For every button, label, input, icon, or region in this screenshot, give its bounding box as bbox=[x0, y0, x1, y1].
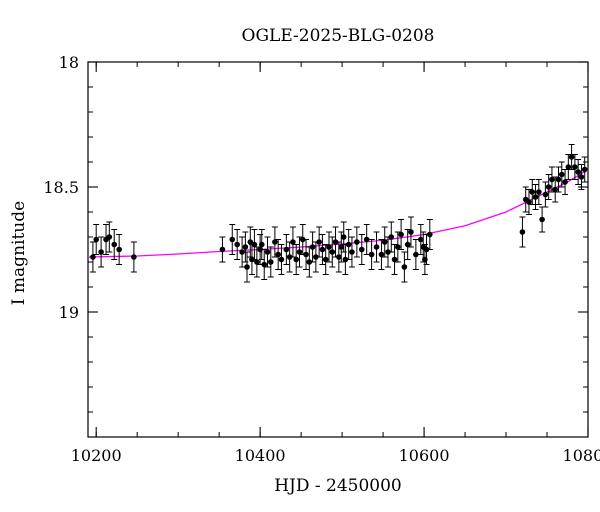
data-point bbox=[349, 249, 355, 255]
data-point bbox=[275, 251, 281, 258]
data-point bbox=[329, 249, 336, 255]
x-tick-label: 10200 bbox=[71, 446, 122, 465]
data-point bbox=[219, 246, 226, 253]
data-point bbox=[575, 169, 581, 175]
data-point bbox=[423, 246, 430, 253]
plot-frame bbox=[87, 61, 589, 438]
data-point bbox=[316, 239, 322, 245]
data-point bbox=[239, 249, 245, 255]
data-point bbox=[391, 256, 398, 263]
data-point bbox=[345, 241, 352, 248]
data-point bbox=[309, 244, 316, 250]
data-point bbox=[388, 234, 395, 240]
data-point bbox=[545, 184, 552, 190]
data-point bbox=[264, 249, 271, 255]
data-point bbox=[417, 236, 424, 243]
data-point bbox=[529, 189, 536, 195]
data-point bbox=[283, 246, 290, 253]
data-point bbox=[558, 171, 565, 178]
model-curve bbox=[88, 168, 588, 258]
data-point bbox=[562, 179, 568, 185]
data-point bbox=[373, 244, 380, 250]
data-point bbox=[413, 251, 419, 258]
data-point bbox=[572, 164, 578, 170]
data-point bbox=[385, 249, 391, 255]
plot-area: 10200 10400 10600 10800 18 18.5 19 bbox=[43, 53, 600, 465]
data-point bbox=[131, 254, 137, 260]
x-tick-label: 10800 bbox=[563, 446, 600, 465]
data-point bbox=[296, 249, 303, 255]
data-point bbox=[244, 264, 250, 270]
data-point bbox=[549, 176, 555, 183]
data-point bbox=[552, 186, 559, 193]
data-point bbox=[526, 199, 532, 205]
data-point bbox=[303, 251, 309, 258]
data-point bbox=[261, 261, 268, 268]
data-point bbox=[378, 251, 385, 258]
x-tick-label: 10400 bbox=[235, 446, 286, 465]
data-point bbox=[313, 254, 319, 260]
data-point bbox=[306, 259, 313, 265]
data-point bbox=[578, 174, 585, 180]
data-point bbox=[286, 254, 293, 260]
data-point bbox=[319, 246, 326, 253]
data-point bbox=[395, 244, 401, 250]
data-point bbox=[354, 239, 360, 245]
data-point bbox=[427, 231, 433, 238]
data-layer bbox=[88, 144, 588, 283]
data-point bbox=[565, 164, 572, 170]
data-point bbox=[404, 241, 411, 248]
x-axis-label: HJD - 2450000 bbox=[274, 476, 402, 496]
chart-title: OGLE-2025-BLG-0208 bbox=[242, 26, 435, 46]
data-point bbox=[581, 166, 588, 173]
data-point bbox=[368, 251, 375, 258]
data-point bbox=[398, 231, 404, 238]
data-point bbox=[555, 176, 562, 183]
y-axis-label: I magnitude bbox=[9, 201, 29, 305]
data-point bbox=[358, 246, 365, 253]
data-point bbox=[93, 236, 99, 243]
data-point bbox=[106, 234, 113, 240]
data-point bbox=[267, 259, 274, 265]
data-point bbox=[342, 256, 349, 263]
data-point bbox=[234, 241, 240, 248]
y-tick-label: 18 bbox=[59, 53, 79, 72]
data-point bbox=[326, 244, 332, 250]
x-tick-label: 10600 bbox=[399, 446, 450, 465]
data-point bbox=[290, 239, 296, 245]
data-point bbox=[519, 229, 526, 235]
data-point bbox=[116, 246, 122, 253]
y-tick-label: 18.5 bbox=[43, 178, 79, 197]
data-point bbox=[251, 241, 258, 248]
data-point bbox=[293, 256, 299, 263]
data-point bbox=[536, 189, 542, 195]
data-point bbox=[98, 249, 104, 255]
data-point bbox=[532, 194, 539, 200]
data-point bbox=[539, 216, 545, 223]
y-tick-label: 19 bbox=[59, 303, 79, 322]
data-point bbox=[247, 239, 254, 245]
data-point bbox=[336, 254, 342, 260]
data-point bbox=[258, 241, 265, 248]
data-point bbox=[272, 239, 278, 245]
data-point bbox=[381, 239, 388, 245]
data-point bbox=[229, 236, 236, 243]
data-point bbox=[322, 256, 329, 263]
data-point bbox=[278, 256, 285, 263]
data-point bbox=[254, 259, 260, 265]
data-point bbox=[340, 234, 347, 240]
data-point bbox=[242, 244, 249, 250]
data-point bbox=[401, 264, 408, 270]
data-point bbox=[332, 239, 339, 245]
data-point bbox=[568, 154, 575, 160]
data-point bbox=[111, 241, 118, 248]
data-point bbox=[542, 191, 549, 198]
data-point bbox=[338, 244, 345, 250]
data-point bbox=[299, 236, 306, 243]
data-point bbox=[408, 229, 414, 235]
data-point bbox=[90, 254, 96, 260]
data-point bbox=[363, 236, 370, 243]
